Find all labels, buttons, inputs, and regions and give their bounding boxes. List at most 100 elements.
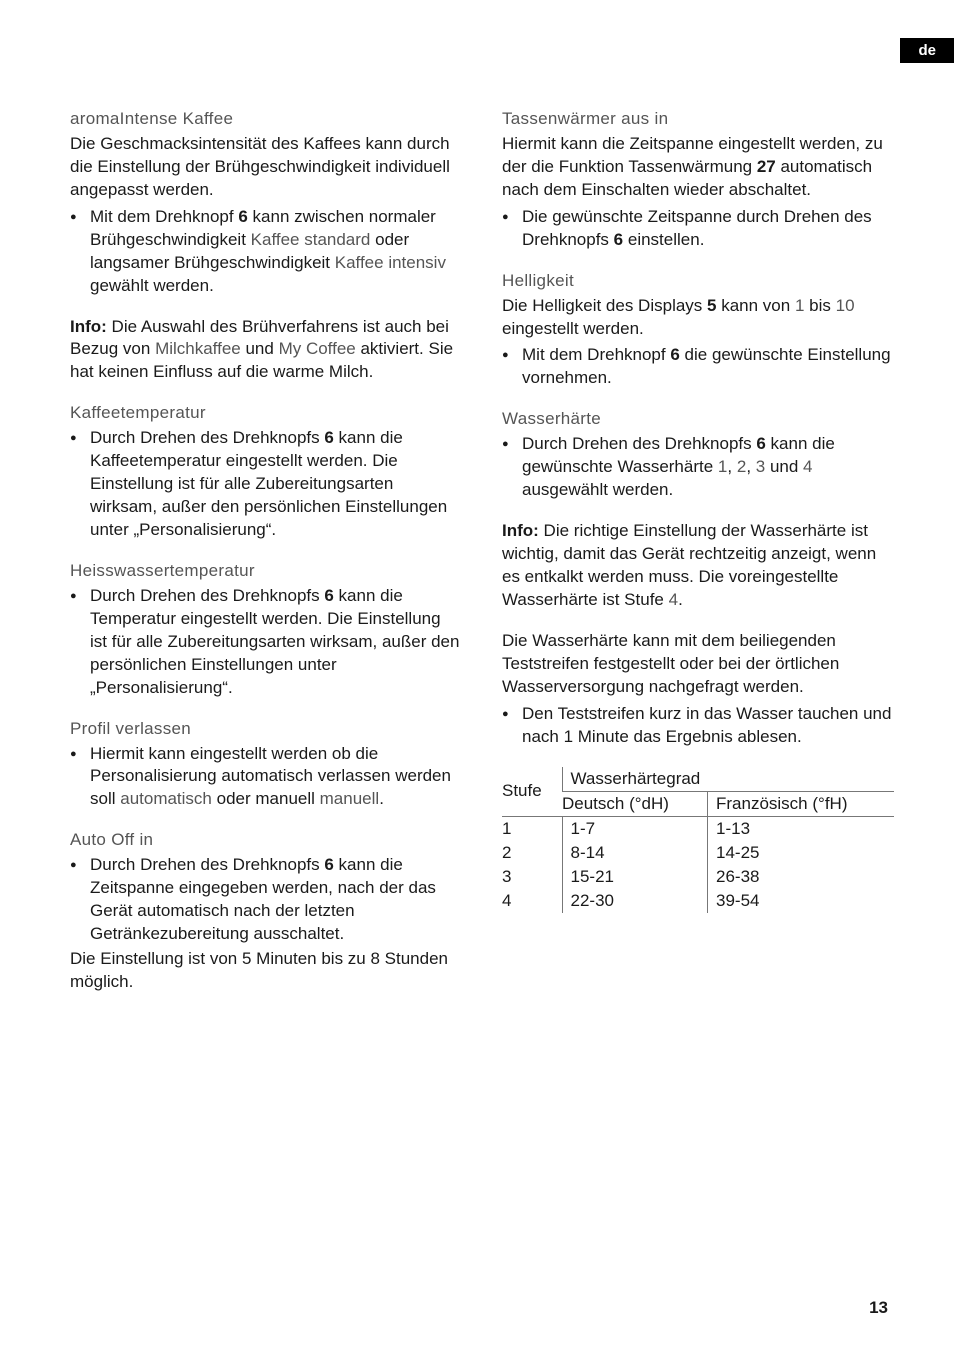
bullet-item: Mit dem Drehknopf 6 die gewünschte Einst… bbox=[502, 344, 894, 390]
text: Die Helligkeit des Displays bbox=[502, 296, 707, 315]
option: manuell bbox=[320, 789, 380, 808]
text: Die richtige Einstellung der Wasser­härt… bbox=[502, 521, 876, 609]
value: 4 bbox=[803, 457, 812, 476]
bullet-item: Durch Drehen des Drehknopfs 6 kann die K… bbox=[70, 427, 462, 542]
text: . bbox=[379, 789, 384, 808]
value: 4 bbox=[669, 590, 678, 609]
text: Mit dem Drehknopf bbox=[522, 345, 670, 364]
info-label: Info: bbox=[70, 317, 107, 336]
option: Kaffee standard bbox=[251, 230, 371, 249]
cell: 26-38 bbox=[708, 865, 895, 889]
bullet-item: Durch Drehen des Drehknopfs 6 kann die Z… bbox=[70, 854, 462, 946]
bullet-list: Mit dem Drehknopf 6 kann zwischen normal… bbox=[70, 206, 462, 298]
cell: 2 bbox=[502, 841, 562, 865]
ref: 6 bbox=[614, 230, 623, 249]
cell: 1-13 bbox=[708, 816, 895, 841]
text: gewählt werden. bbox=[90, 276, 214, 295]
text: ausgewählt werden. bbox=[522, 480, 673, 499]
col-stufe: Stufe bbox=[502, 767, 562, 817]
para: Die Helligkeit des Displays 5 kann von 1… bbox=[502, 295, 894, 341]
section-tassenwaermer: Tassenwärmer aus in Hiermit kann die Zei… bbox=[502, 108, 894, 252]
col-deutsch: Deutsch (°dH) bbox=[562, 791, 708, 816]
option: Milchkaffee bbox=[155, 339, 241, 358]
bullet-list: Durch Drehen des Drehknopfs 6 kann die g… bbox=[502, 433, 894, 502]
section-helligkeit: Helligkeit Die Helligkeit des Displays 5… bbox=[502, 270, 894, 391]
bullet-item: Mit dem Drehknopf 6 kann zwischen normal… bbox=[70, 206, 462, 298]
section-autooff: Auto Off in Durch Drehen des Drehknopfs … bbox=[70, 829, 462, 994]
ref: 6 bbox=[324, 855, 333, 874]
bullet-item: Den Teststreifen kurz in das Wasser tauc… bbox=[502, 703, 894, 749]
page-number: 13 bbox=[869, 1298, 888, 1318]
table-row: 3 15-21 26-38 bbox=[502, 865, 894, 889]
bullet-list: Mit dem Drehknopf 6 die gewünschte Einst… bbox=[502, 344, 894, 390]
para: Info: Die richtige Einstellung der Wasse… bbox=[502, 520, 894, 612]
left-column: aromaIntense Kaffee Die Geschmacksintens… bbox=[70, 108, 462, 1012]
info-block: Info: Die Auswahl des Brühverfahrens ist… bbox=[70, 316, 462, 385]
cell: 4 bbox=[502, 889, 562, 913]
table-row: 4 22-30 39-54 bbox=[502, 889, 894, 913]
cell: 39-54 bbox=[708, 889, 895, 913]
value: 10 bbox=[836, 296, 855, 315]
text: einstellen. bbox=[623, 230, 704, 249]
heading: Kaffeetemperatur bbox=[70, 402, 462, 425]
water-hardness-table: Stufe Wasserhärtegrad Deutsch (°dH) Fran… bbox=[502, 767, 894, 914]
bullet-list: Hiermit kann eingestellt werden ob die P… bbox=[70, 743, 462, 812]
para: Info: Die Auswahl des Brühverfahrens ist… bbox=[70, 316, 462, 385]
text: Durch Drehen des Drehknopfs bbox=[90, 855, 324, 874]
para: Hiermit kann die Zeitspanne eingestellt … bbox=[502, 133, 894, 202]
cell: 3 bbox=[502, 865, 562, 889]
ref: 27 bbox=[757, 157, 776, 176]
section-heisswasser: Heisswassertemperatur Durch Drehen des D… bbox=[70, 560, 462, 700]
table-row: 1 1-7 1-13 bbox=[502, 816, 894, 841]
cell: 15-21 bbox=[562, 865, 708, 889]
bullet-list: Durch Drehen des Drehknopfs 6 kann die T… bbox=[70, 585, 462, 700]
table-row: 2 8-14 14-25 bbox=[502, 841, 894, 865]
bullet-list: Durch Drehen des Drehknopfs 6 kann die Z… bbox=[70, 854, 462, 946]
info-block: Info: Die richtige Einstellung der Wasse… bbox=[502, 520, 894, 612]
heading: Tassenwärmer aus in bbox=[502, 108, 894, 131]
ref: 6 bbox=[324, 586, 333, 605]
text: kann von bbox=[717, 296, 795, 315]
heading-aromaintense: aromaIntense Kaffee bbox=[70, 108, 462, 131]
text: , bbox=[727, 457, 736, 476]
option: Kaffee intensiv bbox=[335, 253, 446, 272]
value: 1 bbox=[795, 296, 804, 315]
text: . bbox=[678, 590, 683, 609]
bullet-list: Den Teststreifen kurz in das Wasser tauc… bbox=[502, 703, 894, 749]
heading: Auto Off in bbox=[70, 829, 462, 852]
cell: 22-30 bbox=[562, 889, 708, 913]
cell: 8-14 bbox=[562, 841, 708, 865]
language-badge: de bbox=[900, 38, 954, 63]
bullet-item: Die gewünschte Zeitspanne durch Drehen d… bbox=[502, 206, 894, 252]
bullet-list: Durch Drehen des Drehknopfs 6 kann die K… bbox=[70, 427, 462, 542]
page: de aromaIntense Kaffee Die Geschmacksint… bbox=[0, 0, 954, 1354]
cell: 14-25 bbox=[708, 841, 895, 865]
option: automatisch bbox=[120, 789, 212, 808]
content-columns: aromaIntense Kaffee Die Geschmacksintens… bbox=[70, 108, 894, 1012]
section-aromaintense: aromaIntense Kaffee Die Geschmacksintens… bbox=[70, 108, 462, 298]
ref: 6 bbox=[324, 428, 333, 447]
ref: 5 bbox=[707, 296, 716, 315]
bullet-item: Hiermit kann eingestellt werden ob die P… bbox=[70, 743, 462, 812]
cell: 1 bbox=[502, 816, 562, 841]
section-profil: Profil verlassen Hiermit kann eingestell… bbox=[70, 718, 462, 812]
ref: 6 bbox=[670, 345, 679, 364]
cell: 1-7 bbox=[562, 816, 708, 841]
info-label: Info: bbox=[502, 521, 539, 540]
ref: 6 bbox=[756, 434, 765, 453]
col-franzoesisch: Französisch (°fH) bbox=[708, 791, 895, 816]
col-grad: Wasserhärtegrad bbox=[562, 767, 894, 792]
value: 3 bbox=[756, 457, 765, 476]
right-column: Tassenwärmer aus in Hiermit kann die Zei… bbox=[502, 108, 894, 1012]
text: bis bbox=[804, 296, 835, 315]
para: Die Einstellung ist von 5 Minuten bis zu… bbox=[70, 948, 462, 994]
para: Die Geschmacksintensität des Kaffees kan… bbox=[70, 133, 462, 202]
text: , bbox=[746, 457, 755, 476]
text: und bbox=[765, 457, 803, 476]
option: My Coffee bbox=[279, 339, 356, 358]
bullet-item: Durch Drehen des Drehknopfs 6 kann die g… bbox=[502, 433, 894, 502]
text: und bbox=[241, 339, 279, 358]
text: Mit dem Drehknopf bbox=[90, 207, 238, 226]
text: eingestellt werden. bbox=[502, 319, 644, 338]
text: Durch Drehen des Drehknopfs bbox=[522, 434, 756, 453]
